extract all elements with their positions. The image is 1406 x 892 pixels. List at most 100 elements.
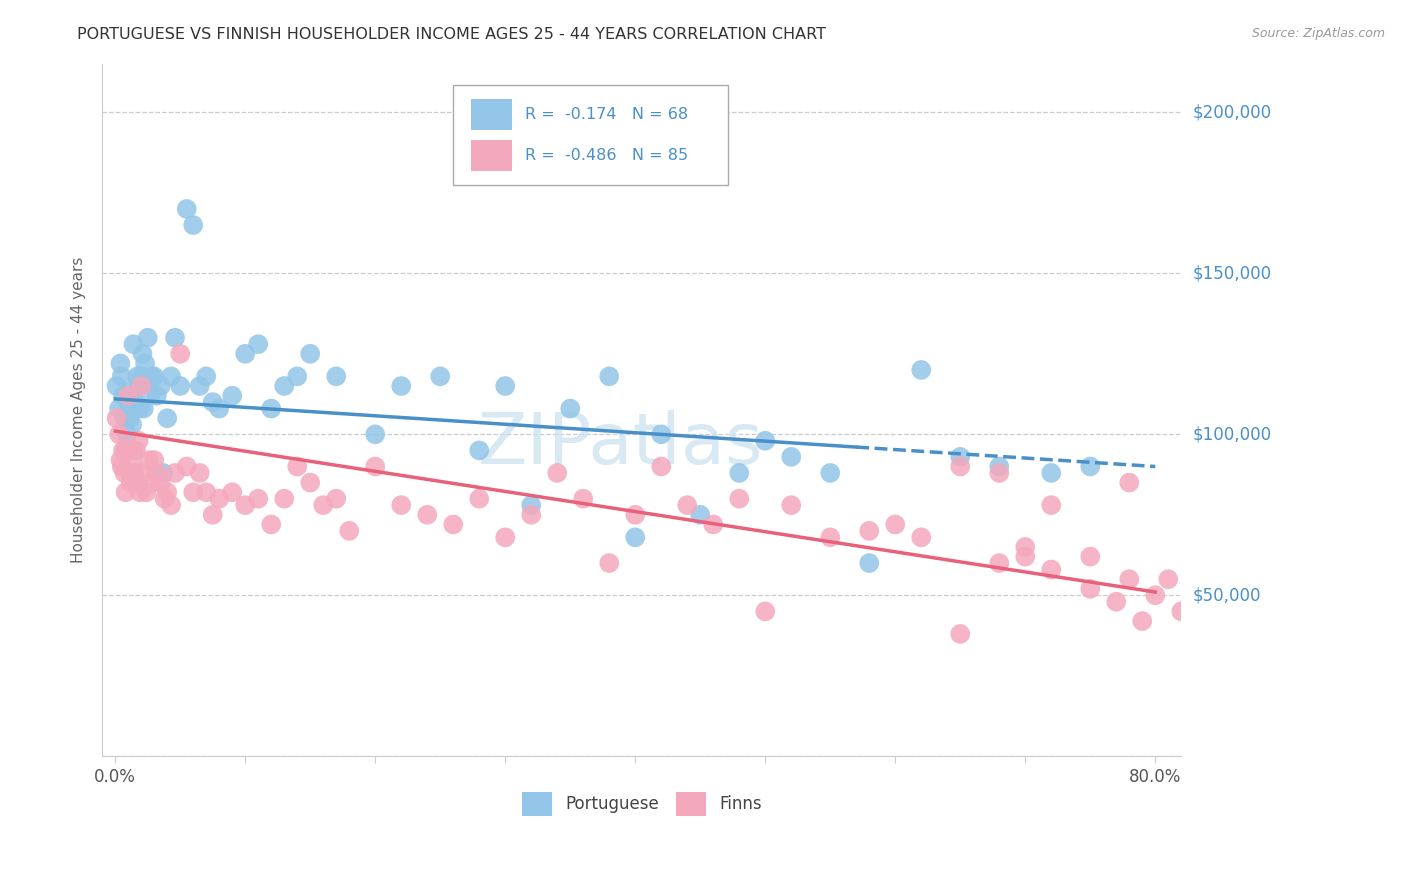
Point <box>546 466 568 480</box>
Text: $50,000: $50,000 <box>1192 586 1261 604</box>
Point <box>312 498 335 512</box>
Point <box>122 443 145 458</box>
Point <box>260 401 283 416</box>
Point <box>105 379 128 393</box>
Point <box>1170 604 1192 618</box>
Point <box>114 485 136 500</box>
Point <box>702 517 724 532</box>
Point <box>988 459 1011 474</box>
Point <box>416 508 439 522</box>
Point <box>988 466 1011 480</box>
Point <box>195 485 218 500</box>
Point <box>337 524 360 538</box>
Point <box>598 369 620 384</box>
Point <box>111 459 134 474</box>
Point <box>247 337 270 351</box>
Point <box>163 331 186 345</box>
Point <box>1144 588 1167 602</box>
Point <box>624 530 647 544</box>
Point <box>169 379 191 393</box>
Point <box>127 475 149 490</box>
Point <box>1014 549 1036 564</box>
Point <box>146 389 169 403</box>
Point <box>122 337 145 351</box>
Point <box>1130 614 1153 628</box>
Point <box>112 466 135 480</box>
Point <box>181 218 204 232</box>
Point <box>128 379 150 393</box>
Point <box>118 411 141 425</box>
Point <box>754 434 776 448</box>
Point <box>117 389 139 403</box>
Point <box>111 443 134 458</box>
Point <box>273 491 295 506</box>
Point <box>780 498 803 512</box>
Point <box>1040 498 1063 512</box>
Point <box>121 417 143 432</box>
Point <box>124 395 146 409</box>
Point <box>988 556 1011 570</box>
Point <box>188 466 211 480</box>
Point <box>221 389 243 403</box>
Point <box>650 427 672 442</box>
Point <box>152 466 174 480</box>
Point <box>1118 572 1140 586</box>
Point <box>754 604 776 618</box>
Point <box>105 411 128 425</box>
Point <box>389 379 412 393</box>
Point <box>163 466 186 480</box>
Point <box>325 491 347 506</box>
Point <box>1078 549 1101 564</box>
Point <box>1014 540 1036 554</box>
Point <box>560 401 582 416</box>
Point <box>110 453 132 467</box>
Point <box>208 491 231 506</box>
Point <box>160 498 183 512</box>
Point <box>118 466 141 480</box>
Point <box>143 369 166 384</box>
Point <box>169 347 191 361</box>
Bar <box>471 140 512 170</box>
Bar <box>471 99 512 129</box>
Text: ZIPatlas: ZIPatlas <box>478 410 763 479</box>
Point <box>111 369 134 384</box>
Point <box>494 379 516 393</box>
Text: R =  -0.174   N = 68: R = -0.174 N = 68 <box>526 107 689 122</box>
Point <box>494 530 516 544</box>
Point <box>127 369 149 384</box>
Point <box>124 466 146 480</box>
Point <box>285 459 308 474</box>
Point <box>325 369 347 384</box>
Point <box>156 411 179 425</box>
Point <box>131 347 153 361</box>
Point <box>181 485 204 500</box>
Point <box>468 443 491 458</box>
Point <box>153 491 176 506</box>
Point <box>260 517 283 532</box>
Point <box>676 498 699 512</box>
Point <box>1040 562 1063 576</box>
Y-axis label: Householder Income Ages 25 - 44 years: Householder Income Ages 25 - 44 years <box>72 257 86 564</box>
Point <box>195 369 218 384</box>
Point <box>949 459 972 474</box>
Point <box>125 443 148 458</box>
Point <box>389 498 412 512</box>
Point <box>624 508 647 522</box>
Point <box>441 517 464 532</box>
Point <box>650 459 672 474</box>
Text: $100,000: $100,000 <box>1192 425 1271 443</box>
Point <box>125 401 148 416</box>
Point <box>141 475 163 490</box>
Point <box>689 508 711 522</box>
Text: PORTUGUESE VS FINNISH HOUSEHOLDER INCOME AGES 25 - 44 YEARS CORRELATION CHART: PORTUGUESE VS FINNISH HOUSEHOLDER INCOME… <box>77 27 827 42</box>
Point <box>108 401 131 416</box>
Point <box>160 369 183 384</box>
Point <box>112 411 135 425</box>
Point <box>572 491 595 506</box>
Point <box>136 331 159 345</box>
Point <box>520 508 543 522</box>
Point <box>728 491 751 506</box>
Point <box>728 466 751 480</box>
Point <box>120 475 142 490</box>
Point <box>910 363 932 377</box>
